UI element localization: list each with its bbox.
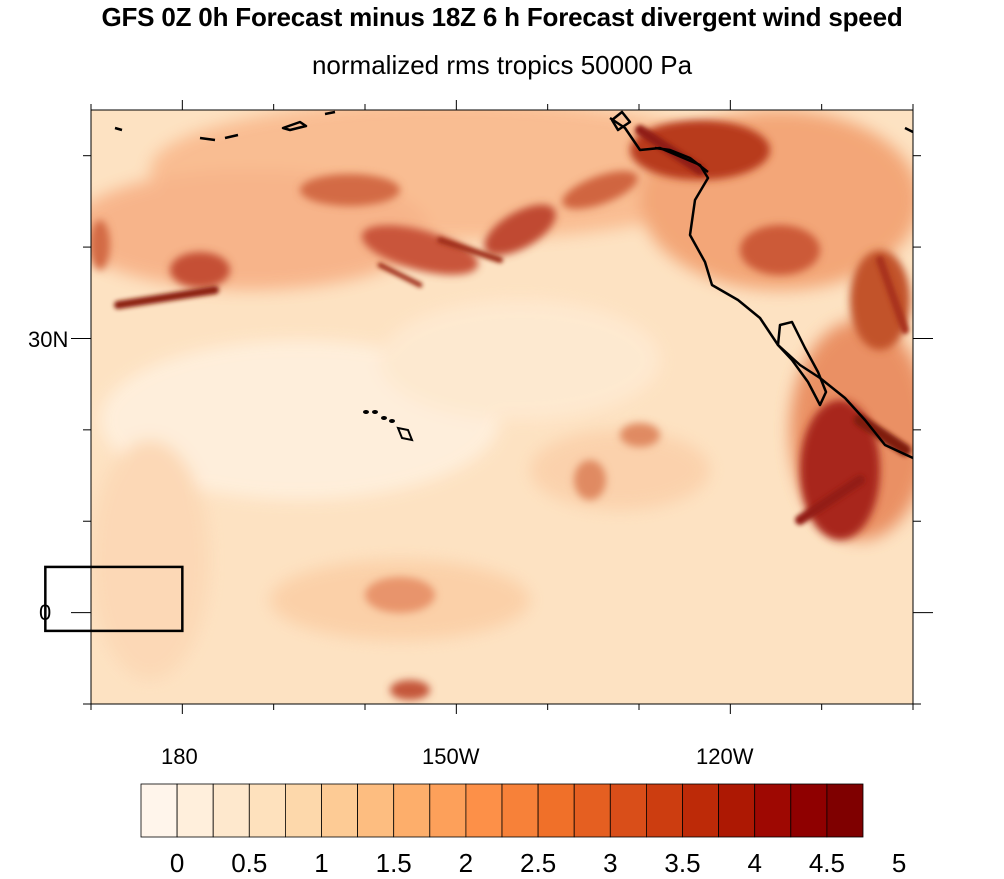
- colorbar-swatch: [501, 783, 539, 838]
- lon-label-150w: 150W: [422, 744, 480, 769]
- colorbar-swatch: [357, 783, 395, 838]
- colorbar-swatch: [140, 783, 178, 838]
- colorbar: [140, 783, 864, 838]
- lon-label-120w: 120W: [696, 744, 754, 769]
- colorbar-tick-label: 5: [891, 848, 907, 878]
- colorbar-tick-label: 1.5: [375, 848, 412, 878]
- colorbar-tick-label: 3.5: [664, 848, 701, 878]
- colorbar-swatch: [212, 783, 250, 838]
- colorbar-swatch: [646, 783, 683, 838]
- plot-frame: [90, 109, 914, 705]
- colorbar-swatch: [176, 783, 214, 838]
- colorbar-swatch: [754, 783, 792, 838]
- colorbar-tick-label: 2.5: [520, 848, 557, 878]
- shaded-field: [91, 110, 913, 704]
- colorbar-swatch: [284, 783, 322, 838]
- colorbar-swatch: [682, 783, 719, 838]
- colorbar-swatch: [609, 783, 647, 838]
- hawaii-islands: [363, 410, 414, 442]
- colorbar-swatch: [429, 783, 467, 838]
- lon-label-180: 180: [161, 744, 198, 769]
- colorbar-tick-label: 2: [458, 848, 474, 878]
- colorbar-swatch: [465, 783, 503, 838]
- colorbar-swatch: [321, 783, 358, 838]
- colorbar-swatch: [790, 783, 828, 838]
- colorbar-tick-label: 3: [603, 848, 618, 878]
- lat-label-30n: 30N: [28, 327, 69, 352]
- coastline: [114, 110, 914, 460]
- colorbar-swatch: [826, 783, 864, 838]
- axis-ticks: [71, 100, 933, 714]
- colorbar-tick-label: 4: [747, 848, 762, 878]
- colorbar-swatch: [573, 783, 611, 838]
- colorbar-swatch: [248, 783, 286, 838]
- lat-label-0: 0: [39, 600, 52, 625]
- region-box: [44, 565, 184, 633]
- map-title: GFS 0Z 0h Forecast minus 18Z 6 h Forecas…: [101, 2, 903, 32]
- colorbar-swatch: [537, 783, 575, 838]
- colorbar-tick-label: 0: [169, 848, 185, 878]
- map-subtitle: normalized rms tropics 50000 Pa: [311, 50, 693, 80]
- colorbar-tick-label: 0.5: [231, 848, 268, 878]
- colorbar-tick-label: 4.5: [808, 848, 845, 878]
- colorbar-swatch: [393, 783, 431, 838]
- colorbar-swatch: [718, 783, 756, 838]
- colorbar-tick-label: 1: [314, 848, 329, 878]
